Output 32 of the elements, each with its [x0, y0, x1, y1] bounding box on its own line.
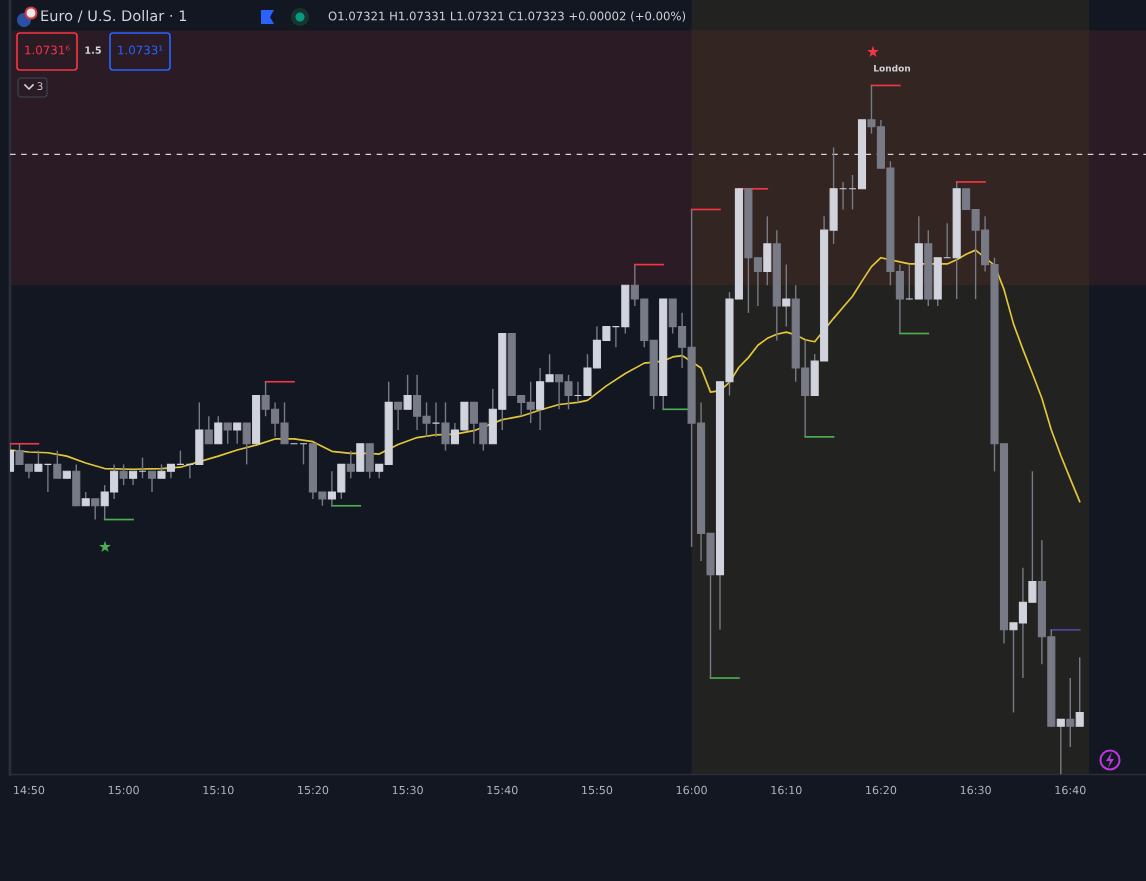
candlestick	[223, 422, 232, 445]
x-tick-label: 16:20	[866, 785, 897, 795]
x-tick-label: 15:50	[582, 785, 613, 795]
candlestick	[53, 449, 62, 479]
x-tick-label: 14:50	[14, 785, 45, 795]
candlestick	[119, 463, 128, 486]
candlestick	[204, 415, 213, 445]
text: 1.5	[85, 46, 101, 54]
text: London	[874, 64, 911, 72]
annotation: 3	[37, 82, 43, 91]
x-tick-label: 16:40	[1055, 785, 1086, 795]
candlestick	[1075, 656, 1084, 727]
chart-title: Euro / U.S. Dollar · 1	[41, 9, 187, 23]
candlestick	[394, 401, 403, 431]
candlestick	[1066, 677, 1075, 748]
x-tick-label: 15:10	[203, 785, 234, 795]
candlestick	[147, 470, 157, 493]
candlestick	[242, 422, 251, 466]
x-tick-label: 15:30	[392, 785, 423, 795]
candlestick	[441, 401, 450, 452]
x-tick-label: 16:00	[676, 785, 707, 795]
x-tick-label: 15:20	[298, 785, 329, 795]
x-tick-label: 16:30	[960, 785, 991, 795]
candlestick	[346, 449, 355, 479]
text: 1.0733¹	[118, 45, 163, 55]
candlestick	[526, 381, 535, 424]
x-tick-label: 15:00	[108, 785, 139, 795]
candlestick	[91, 498, 100, 521]
x-tick-label: 16:10	[771, 785, 802, 795]
x-tick-label: 15:40	[487, 785, 518, 795]
text: 1.0731⁶	[25, 45, 70, 55]
chart-subtitle: O1.07321 H1.07331 L1.07321 C1.07323 +0.00002 (+0.00%)	[328, 11, 686, 22]
